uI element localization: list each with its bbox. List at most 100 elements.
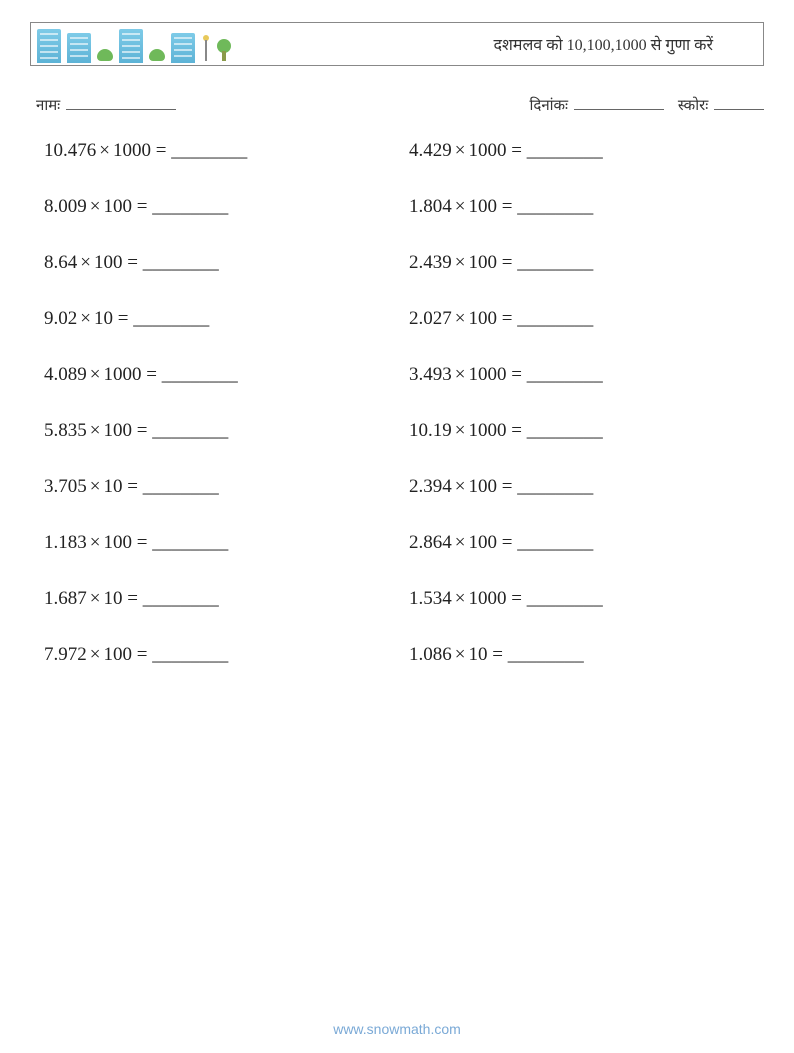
streetlamp-icon (201, 35, 211, 61)
answer-blank[interactable]: ________ (527, 364, 603, 385)
multiply-symbol: × (87, 420, 104, 441)
multiply-symbol: × (87, 588, 104, 609)
problem-cell: 1.804×100 = ________ (409, 196, 764, 218)
answer-blank[interactable]: ________ (143, 588, 219, 609)
operand-b: 10 (103, 588, 122, 609)
problem-cell: 2.394×100 = ________ (409, 476, 764, 498)
problem-cell: 8.64×100 = ________ (44, 252, 399, 274)
multiply-symbol: × (452, 476, 469, 497)
answer-blank[interactable]: ________ (527, 140, 603, 161)
operand-b: 1000 (468, 140, 506, 161)
score-blank[interactable] (714, 96, 764, 110)
name-field: नामः (36, 95, 176, 115)
operand-b: 100 (468, 476, 497, 497)
multiply-symbol: × (452, 364, 469, 385)
answer-blank[interactable]: ________ (527, 588, 603, 609)
operand-b: 10 (103, 476, 122, 497)
operand-a: 2.027 (409, 308, 452, 329)
problem-cell: 8.009×100 = ________ (44, 196, 399, 218)
problem-cell: 4.429×1000 = ________ (409, 140, 764, 162)
answer-blank[interactable]: ________ (517, 196, 593, 217)
answer-blank[interactable]: ________ (517, 476, 593, 497)
answer-blank[interactable]: ________ (162, 364, 238, 385)
answer-blank[interactable]: ________ (152, 532, 228, 553)
multiply-symbol: × (452, 308, 469, 329)
operand-a: 4.429 (409, 140, 452, 161)
problem-cell: 3.705×10 = ________ (44, 476, 399, 498)
problem-cell: 2.439×100 = ________ (409, 252, 764, 274)
building-icon (119, 29, 143, 63)
tree-icon (217, 39, 231, 61)
score-field: स्कोरः (678, 95, 764, 115)
building-icon (67, 33, 91, 63)
operand-a: 10.19 (409, 420, 452, 441)
name-blank[interactable] (66, 96, 176, 110)
bush-icon (97, 49, 113, 61)
operand-a: 9.02 (44, 308, 77, 329)
operand-a: 1.804 (409, 196, 452, 217)
problem-cell: 10.19×1000 = ________ (409, 420, 764, 442)
operand-b: 100 (468, 532, 497, 553)
answer-blank[interactable]: ________ (527, 420, 603, 441)
operand-a: 8.009 (44, 196, 87, 217)
answer-blank[interactable]: ________ (517, 532, 593, 553)
answer-blank[interactable]: ________ (143, 252, 219, 273)
operand-b: 1000 (468, 420, 506, 441)
worksheet-title: दशमलव को 10,100,1000 से गुणा करें (494, 33, 754, 55)
operand-b: 1000 (113, 140, 151, 161)
problem-cell: 1.687×10 = ________ (44, 588, 399, 610)
operand-b: 1000 (468, 588, 506, 609)
operand-a: 8.64 (44, 252, 77, 273)
problem-cell: 9.02×10 = ________ (44, 308, 399, 330)
operand-a: 7.972 (44, 644, 87, 665)
problem-cell: 1.183×100 = ________ (44, 532, 399, 554)
operand-a: 3.705 (44, 476, 87, 497)
problem-cell: 4.089×1000 = ________ (44, 364, 399, 386)
answer-blank[interactable]: ________ (517, 252, 593, 273)
answer-blank[interactable]: ________ (508, 644, 584, 665)
problem-cell: 1.534×1000 = ________ (409, 588, 764, 610)
building-icon (171, 33, 195, 63)
operand-b: 100 (94, 252, 123, 273)
operand-a: 1.687 (44, 588, 87, 609)
operand-b: 100 (103, 196, 132, 217)
multiply-symbol: × (452, 644, 469, 665)
operand-b: 10 (94, 308, 113, 329)
answer-blank[interactable]: ________ (517, 308, 593, 329)
answer-blank[interactable]: ________ (171, 140, 247, 161)
name-label: नामः (36, 98, 60, 114)
multiply-symbol: × (452, 420, 469, 441)
answer-blank[interactable]: ________ (143, 476, 219, 497)
operand-b: 100 (103, 532, 132, 553)
header-box: दशमलव को 10,100,1000 से गुणा करें (30, 22, 764, 66)
problem-cell: 2.864×100 = ________ (409, 532, 764, 554)
date-label: दिनांकः (529, 98, 568, 114)
operand-b: 100 (468, 196, 497, 217)
date-blank[interactable] (574, 96, 664, 110)
header-cityscape-icon (37, 23, 231, 65)
problems-grid: 10.476×1000 = ________ 4.429×1000 = ____… (44, 140, 764, 666)
operand-a: 1.183 (44, 532, 87, 553)
answer-blank[interactable]: ________ (133, 308, 209, 329)
operand-b: 100 (468, 308, 497, 329)
multiply-symbol: × (452, 588, 469, 609)
problem-cell: 3.493×1000 = ________ (409, 364, 764, 386)
answer-blank[interactable]: ________ (152, 420, 228, 441)
multiply-symbol: × (96, 140, 113, 161)
operand-a: 2.439 (409, 252, 452, 273)
meta-right: दिनांकः स्कोरः (529, 95, 764, 115)
meta-row: नामः दिनांकः स्कोरः (36, 95, 764, 115)
operand-a: 3.493 (409, 364, 452, 385)
multiply-symbol: × (77, 308, 94, 329)
operand-b: 100 (103, 420, 132, 441)
answer-blank[interactable]: ________ (152, 196, 228, 217)
multiply-symbol: × (87, 364, 104, 385)
footer-url: www.snowmath.com (0, 1021, 794, 1037)
operand-a: 2.394 (409, 476, 452, 497)
multiply-symbol: × (452, 532, 469, 553)
problem-cell: 10.476×1000 = ________ (44, 140, 399, 162)
answer-blank[interactable]: ________ (152, 644, 228, 665)
multiply-symbol: × (452, 252, 469, 273)
multiply-symbol: × (87, 644, 104, 665)
operand-b: 10 (468, 644, 487, 665)
